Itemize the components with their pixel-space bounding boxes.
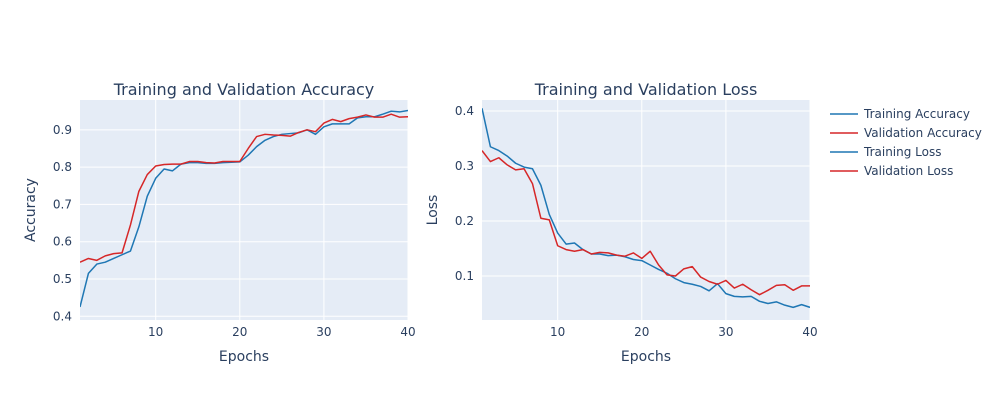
legend-item-validation-accuracy[interactable]: Validation Accuracy [830, 126, 982, 140]
loss-y-tick-label: 0.3 [455, 159, 474, 173]
validation-accuracy-line [80, 113, 408, 263]
accuracy-plot-area [80, 100, 408, 320]
legend-label-training-accuracy: Training Accuracy [863, 107, 970, 121]
training-accuracy-line [80, 109, 408, 308]
loss-x-tick-label: 40 [802, 325, 817, 339]
loss-y-axis-label: Loss [425, 195, 441, 226]
accuracy-chart: 10 20 30 40 0.4 0.5 0.6 0.7 0.8 0.9 Training and V… [23, 80, 416, 365]
legend-label-training-loss: Training Loss [863, 145, 941, 159]
accuracy-chart-title: Training and Validation Accuracy [113, 80, 375, 99]
legend-label-validation-loss: Validation Loss [864, 164, 953, 178]
accuracy-x-tick-label: 40 [400, 325, 415, 339]
legend-item-training-accuracy[interactable]: Training Accuracy [830, 107, 970, 121]
validation-loss-line [482, 150, 810, 296]
loss-chart-title: Training and Validation Loss [534, 80, 758, 99]
accuracy-x-tick-label: 10 [148, 325, 163, 339]
accuracy-y-tick-label: 0.6 [53, 235, 72, 249]
accuracy-x-tick-label: 20 [232, 325, 247, 339]
accuracy-x-axis-label: Epochs [219, 349, 269, 365]
training-loss-line [482, 108, 810, 309]
accuracy-y-axis-label: Accuracy [23, 178, 39, 242]
legend-item-validation-loss[interactable]: Validation Loss [830, 164, 953, 178]
accuracy-y-tick-label: 0.8 [53, 160, 72, 174]
accuracy-y-tick-label: 0.9 [53, 123, 72, 137]
legend-item-training-loss[interactable]: Training Loss [830, 145, 941, 159]
loss-y-tick-label: 0.1 [455, 269, 474, 283]
loss-plot-area [482, 100, 810, 320]
loss-x-axis-label: Epochs [621, 349, 671, 365]
accuracy-x-tick-label: 30 [316, 325, 331, 339]
accuracy-y-tick-label: 0.7 [53, 197, 72, 211]
loss-y-tick-label: 0.4 [455, 104, 474, 118]
legend-label-validation-accuracy: Validation Accuracy [864, 126, 982, 140]
accuracy-y-tick-label: 0.4 [53, 309, 72, 323]
loss-x-tick-label: 10 [550, 325, 565, 339]
accuracy-y-tick-label: 0.5 [53, 272, 72, 286]
loss-chart: 10 20 30 40 0.1 0.2 0.3 0.4 Training and Validat… [425, 80, 818, 365]
legend[interactable]: Training Accuracy Validation Accuracy Trai… [830, 107, 982, 178]
loss-x-tick-label: 20 [634, 325, 649, 339]
loss-y-tick-label: 0.2 [455, 214, 474, 228]
loss-x-tick-label: 30 [718, 325, 733, 339]
